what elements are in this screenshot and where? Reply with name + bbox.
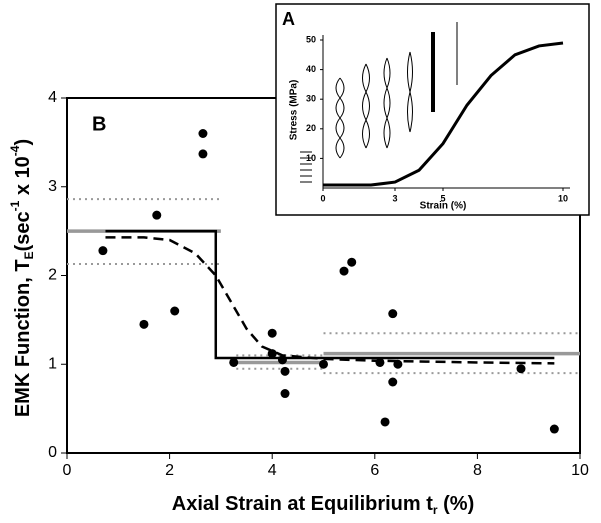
point	[139, 319, 149, 329]
point	[375, 357, 385, 367]
point	[280, 366, 290, 376]
helix	[383, 57, 391, 149]
x-tick-label: 0	[320, 193, 325, 203]
helix	[335, 77, 345, 159]
curve	[105, 236, 555, 365]
point	[98, 246, 108, 256]
x-label-part: r	[433, 503, 438, 517]
y-tick-label: 1	[48, 355, 57, 372]
point	[516, 364, 526, 374]
y-label-part: )	[12, 139, 34, 146]
x-axis-label: Strain (%)	[420, 201, 467, 212]
point	[549, 424, 559, 434]
y-label-part: E	[22, 251, 36, 259]
point	[339, 266, 349, 276]
point	[152, 210, 162, 220]
x-tick-label: 3	[392, 193, 397, 203]
curve	[67, 262, 580, 375]
x-tick-label: 2	[165, 462, 174, 479]
y-tick-label: 40	[306, 64, 316, 74]
point	[198, 149, 208, 159]
x-label-part: Axial Strain at Equilibrium t	[172, 493, 433, 515]
y-tick-label: 50	[306, 34, 316, 44]
y-label-part: (sec	[12, 211, 34, 251]
point	[388, 309, 398, 319]
x-tick-label: 8	[473, 462, 482, 479]
point	[388, 377, 398, 387]
point	[347, 257, 357, 267]
x-tick-label: 4	[268, 462, 277, 479]
x-tick-label: 5	[440, 193, 445, 203]
y-label-part: -4	[8, 145, 22, 156]
point	[229, 357, 239, 367]
y-tick-label: 4	[48, 89, 57, 106]
x-tick-label: 10	[571, 462, 589, 479]
point	[393, 359, 403, 369]
y-tick-label: 3	[48, 178, 57, 195]
point	[280, 389, 290, 399]
point	[277, 355, 287, 365]
point	[267, 328, 277, 338]
inset-cartoons	[300, 22, 458, 183]
x-label-part: (%)	[438, 493, 475, 515]
y-tick-label: 10	[306, 153, 316, 163]
y-tick-label: 30	[306, 94, 316, 104]
y-label-part: EMK Function, T	[12, 259, 34, 417]
y-tick-label: 2	[48, 267, 57, 284]
x-axis-label: Axial Strain at Equilibrium tr (%)	[172, 493, 475, 517]
curve	[67, 198, 580, 357]
y-label-part: x 10	[12, 156, 34, 200]
y-tick-label: 0	[48, 444, 57, 461]
curve	[323, 41, 564, 187]
y-label-part: -1	[8, 200, 22, 211]
panel-label: B	[92, 113, 106, 135]
helix	[362, 63, 370, 149]
coil	[300, 151, 312, 183]
point	[170, 306, 180, 316]
y-tick-label: 20	[306, 123, 316, 133]
point	[319, 359, 328, 369]
x-tick-label: 0	[63, 462, 72, 479]
point	[380, 417, 390, 427]
helix	[407, 51, 413, 133]
curve	[105, 229, 555, 360]
panel-label: A	[282, 9, 295, 29]
curve	[67, 229, 580, 365]
point	[267, 349, 277, 359]
y-axis-label: Stress (MPa)	[289, 80, 300, 141]
x-tick-label: 6	[370, 462, 379, 479]
y-axis-label: EMK Function, TE(sec-1 x 10-4)	[8, 139, 36, 417]
x-tick-label: 10	[558, 193, 568, 203]
point	[198, 129, 208, 138]
